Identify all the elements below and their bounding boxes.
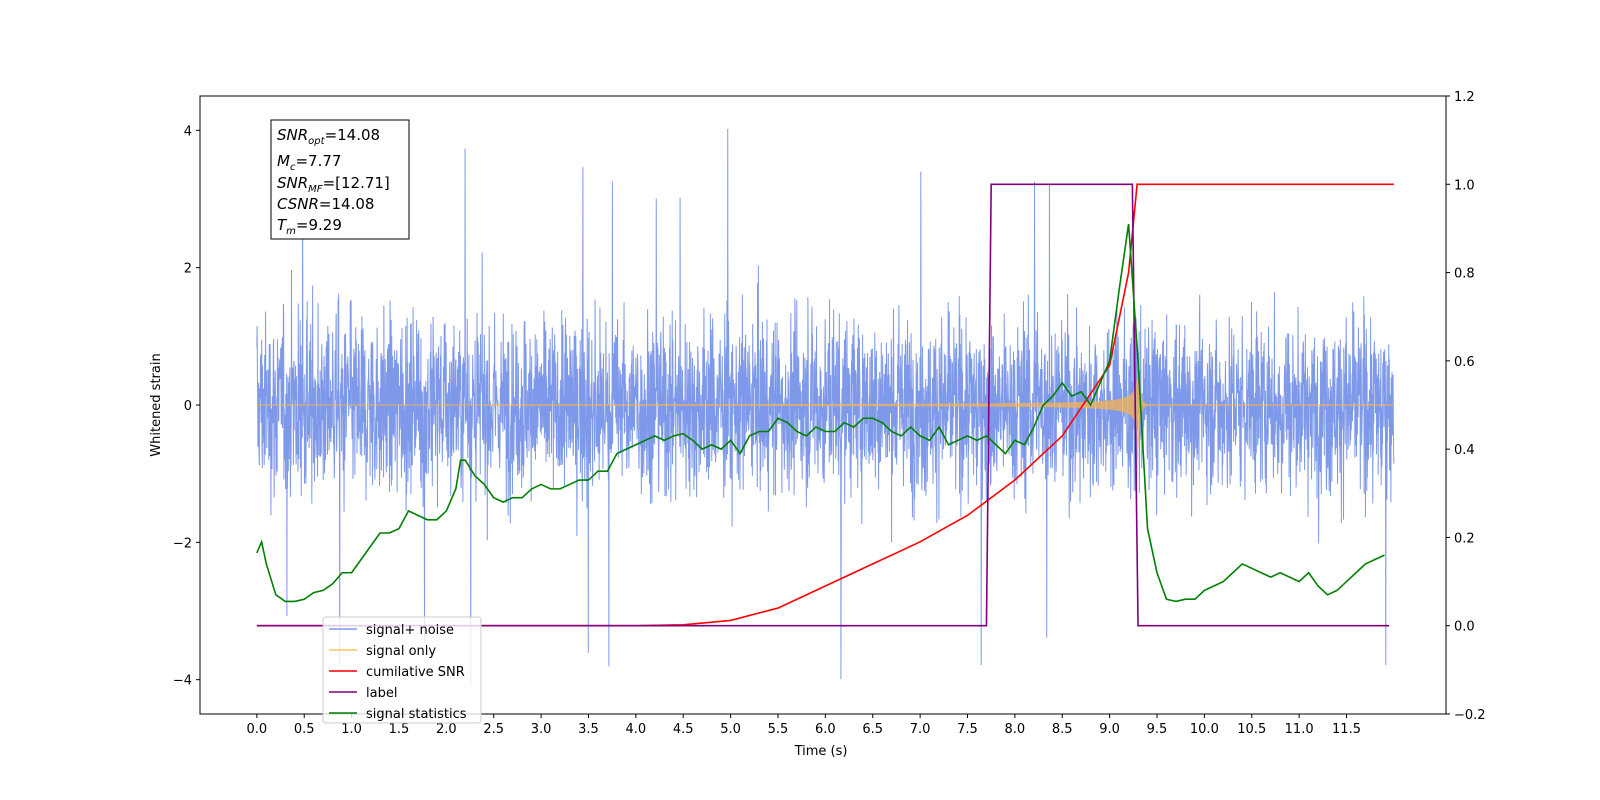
series-signal-statistics (256, 223, 1385, 603)
annotation-box: SNRopt=14.08 Mc=7.77 SNRMF=[12.71] CSNR=… (270, 119, 410, 240)
legend-label-label: label (366, 686, 397, 701)
x-tick-label: 8.5 (1052, 722, 1073, 737)
y-tick-label: 0 (184, 399, 192, 414)
annotation-snr-mf: SNRMF=[12.71] (277, 174, 390, 195)
label-line (256, 183, 1390, 627)
x-tick-label: 7.0 (910, 722, 931, 737)
x-tick-label: 0.5 (294, 722, 315, 737)
annotation-snr-opt: SNRopt=14.08 (277, 126, 380, 147)
y2-tick-label: 1.0 (1454, 178, 1475, 193)
x-axis-label: Time (s) (794, 744, 848, 759)
x-tick-label: 11.5 (1332, 722, 1361, 737)
y2-tick-label: 0.8 (1454, 267, 1475, 282)
x-tick-label: 8.0 (1005, 722, 1026, 737)
signal-statistics-line (256, 223, 1385, 603)
y2-tick-label: 1.2 (1454, 90, 1475, 105)
plot-area (256, 128, 1395, 686)
signal-noise-line (256, 128, 1395, 686)
x-tick-label: 0.0 (247, 722, 268, 737)
x-tick-label: 7.5 (957, 722, 978, 737)
x-tick-label: 4.5 (673, 722, 694, 737)
annotation-tm: Tm=9.29 (277, 216, 342, 237)
x-tick-label: 9.5 (1147, 722, 1168, 737)
x-tick-label: 1.5 (389, 722, 410, 737)
legend-label-cumilative-snr: cumilative SNR (366, 665, 465, 680)
y2-tick-label: 0.0 (1454, 620, 1475, 635)
y-axis-label: Whitened strain (149, 353, 164, 456)
x-tick-label: 10.5 (1237, 722, 1266, 737)
x-tick-label: 6.5 (862, 722, 883, 737)
y2-tick-label: −0.2 (1454, 708, 1486, 723)
x-tick-label: 2.5 (483, 722, 504, 737)
y-axis-left: −4 −2 0 2 4 (173, 124, 200, 689)
x-tick-label: 10.0 (1190, 722, 1219, 737)
x-tick-label: 9.0 (1099, 722, 1120, 737)
x-tick-label: 11.0 (1285, 722, 1314, 737)
y2-tick-label: 0.6 (1454, 355, 1475, 370)
y-tick-label: 2 (184, 262, 192, 277)
legend-label-signal-only: signal only (366, 644, 436, 659)
x-tick-label: 6.0 (815, 722, 836, 737)
annotation-csnr: CSNR=14.08 (277, 195, 374, 213)
legend-frame (322, 616, 482, 724)
x-tick-label: 5.0 (720, 722, 741, 737)
y-axis-right: −0.2 0.0 0.2 0.4 0.6 0.8 1.0 1.2 (1446, 90, 1486, 723)
series-label (256, 183, 1390, 627)
x-tick-label: 3.5 (578, 722, 599, 737)
x-tick-label: 3.0 (531, 722, 552, 737)
series-signal-noise (256, 128, 1395, 686)
y-tick-label: −4 (173, 674, 192, 689)
signal-only-line (256, 344, 1395, 474)
annotation-mc: Mc=7.77 (277, 152, 341, 173)
y-tick-label: 4 (184, 124, 192, 139)
y2-tick-label: 0.2 (1454, 531, 1475, 546)
y2-tick-label: 0.4 (1454, 443, 1475, 458)
x-axis: 0.0 0.5 1.0 1.5 2.0 2.5 3.0 3.5 4.0 4.5 5.0 5.5 6.0 6… (247, 714, 1361, 737)
x-tick-label: 4.0 (626, 722, 647, 737)
cumilative-snr-line (256, 183, 1394, 627)
legend-label-signal-noise: signal+ noise (366, 623, 454, 638)
legend-label-signal-statistics: signal statistics (366, 707, 467, 722)
x-tick-label: 5.5 (768, 722, 789, 737)
x-tick-label: 2.0 (436, 722, 457, 737)
series-cumilative-snr (256, 183, 1394, 627)
legend: signal+ noise signal only cumilative SNR la… (322, 616, 482, 724)
y-tick-label: −2 (173, 536, 192, 551)
series-signal-only (256, 344, 1395, 474)
x-tick-label: 1.0 (341, 722, 362, 737)
